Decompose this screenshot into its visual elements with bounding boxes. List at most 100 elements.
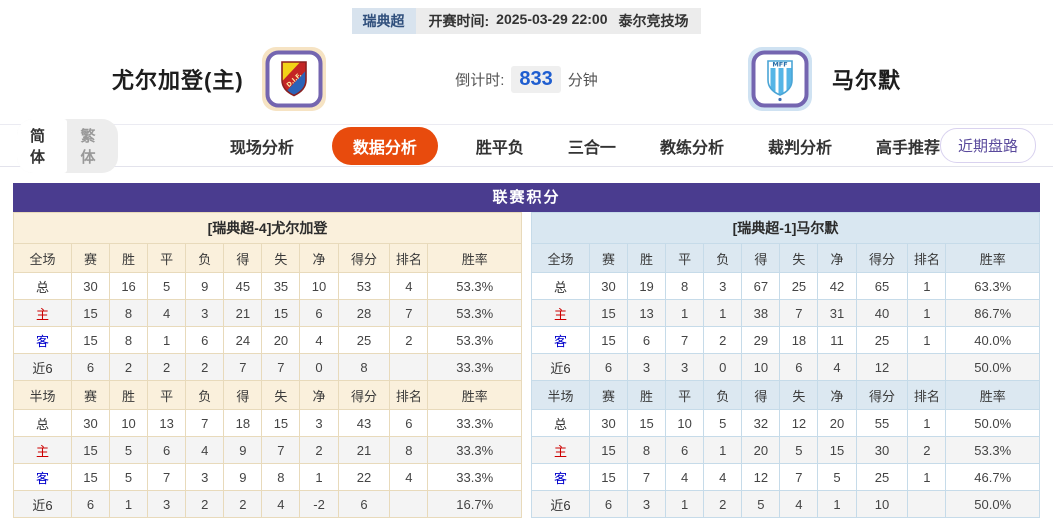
stat-cell: 15 (70, 463, 111, 491)
column-header: 得 (741, 380, 781, 410)
column-header: 得分 (337, 243, 391, 273)
tab-5[interactable]: 教练分析 (659, 139, 724, 157)
stat-cell: 18 (779, 326, 819, 354)
kickoff-label: 开赛时间: (428, 13, 490, 29)
stats-table: 全场赛胜平负得失净得分 排名 胜率总 30 19 8 3 67 25 42 65 1 63.3% 主 15 1… (531, 243, 1040, 518)
league-badge[interactable]: 瑞典超 (351, 8, 416, 34)
column-header: 胜 (108, 243, 149, 273)
stat-cell: 1 (907, 326, 947, 354)
stat-cell: 20 (261, 326, 301, 354)
stat-cell: 1 (907, 272, 947, 300)
stat-cell: 15 (588, 299, 629, 327)
row-label: 总 (13, 409, 72, 437)
tab-4[interactable]: 三合一 (567, 139, 616, 157)
stat-cell: 10 (855, 490, 909, 518)
stat-cell: 2 (703, 326, 743, 354)
column-header: 全场 (531, 243, 590, 273)
stat-cell: 2 (108, 353, 149, 381)
stat-cell: 2 (223, 490, 263, 518)
stat-cell: 8 (665, 272, 705, 300)
table-row: 主 15 5 6 4 9 7 2 21 8 33.3% (13, 436, 522, 464)
stat-cell (389, 490, 429, 518)
stat-cell: 10 (741, 353, 781, 381)
stat-cell: 15 (70, 436, 111, 464)
stat-cell: 6 (779, 353, 819, 381)
column-header: 净 (817, 380, 857, 410)
stat-cell: 15 (261, 409, 301, 437)
half-column-header-row: 半场赛胜平负得失净得分 排名 胜率 (13, 380, 522, 410)
lang-simplified-button[interactable]: 简体 (17, 118, 68, 173)
kickoff-info: 开赛时间: 2025-03-29 22:00 泰尔竞技场 (416, 11, 702, 31)
recent-odds-button[interactable]: 近期盘路 (939, 128, 1036, 163)
stat-cell: 33.3% (427, 353, 522, 381)
row-label: 总 (13, 272, 72, 300)
stat-cell: 6 (299, 299, 339, 327)
language-toggle[interactable]: 简体 繁体 (17, 118, 118, 173)
lang-traditional-button[interactable]: 繁体 (80, 127, 96, 166)
column-header: 排名 (389, 243, 429, 273)
stat-cell: 42 (817, 272, 857, 300)
stat-cell: 35 (261, 272, 301, 300)
stat-cell: 15 (70, 326, 111, 354)
stat-cell: 7 (389, 299, 429, 327)
stat-cell: 6 (389, 409, 429, 437)
away-team: MFF 马尔默 (747, 46, 901, 112)
stat-cell: 43 (337, 409, 391, 437)
column-header: 负 (185, 380, 225, 410)
column-header: 赛 (70, 243, 111, 273)
row-label: 近6 (13, 490, 72, 518)
column-header: 胜 (108, 380, 149, 410)
stat-cell: 2 (703, 490, 743, 518)
stat-cell: 7 (223, 353, 263, 381)
table-row: 总 30 10 13 7 18 15 3 43 6 33.3% (13, 409, 522, 437)
column-header: 半场 (531, 380, 590, 410)
column-header: 得分 (855, 380, 909, 410)
stat-cell: 7 (779, 299, 819, 327)
stat-cell: 1 (703, 436, 743, 464)
stat-cell: 1 (907, 463, 947, 491)
stat-cell: 10 (299, 272, 339, 300)
column-header: 净 (817, 243, 857, 273)
tab-7[interactable]: 高手推荐 (875, 139, 940, 157)
stat-cell: 10 (108, 409, 149, 437)
stat-cell: 1 (907, 409, 947, 437)
stat-cell: 67 (741, 272, 781, 300)
stat-cell: 25 (779, 272, 819, 300)
team-section-title: [瑞典超-1]马尔默 (531, 212, 1040, 243)
tab-1[interactable]: 现场分析 (229, 139, 294, 157)
row-label: 总 (531, 409, 590, 437)
stat-cell: 40 (855, 299, 909, 327)
stat-cell: 25 (855, 326, 909, 354)
column-header: 平 (147, 243, 187, 273)
table-row: 主 15 13 1 1 38 7 31 40 1 86.7% (531, 299, 1040, 327)
away-logo-star (778, 97, 782, 102)
table-row: 主 15 8 6 1 20 5 15 30 2 53.3% (531, 436, 1040, 464)
stat-cell: 15 (70, 299, 111, 327)
column-header: 净 (299, 380, 339, 410)
stat-cell: 10 (665, 409, 705, 437)
stat-cell: 0 (703, 353, 743, 381)
away-logo-text: MFF (772, 61, 787, 69)
stat-cell: 4 (261, 490, 301, 518)
stat-cell: 55 (855, 409, 909, 437)
stat-cell: 31 (817, 299, 857, 327)
stat-cell: 13 (147, 409, 187, 437)
stat-cell: 4 (389, 272, 429, 300)
stat-cell: 16 (108, 272, 149, 300)
tab-2[interactable]: 数据分析 (331, 126, 438, 165)
column-header: 胜率 (427, 380, 522, 410)
column-header: 胜率 (945, 243, 1040, 273)
tab-3[interactable]: 胜平负 (475, 139, 524, 157)
stat-cell: 12 (779, 409, 819, 437)
stat-cell (907, 353, 947, 381)
stat-cell (389, 353, 429, 381)
stat-cell: 6 (147, 436, 187, 464)
column-header: 胜率 (945, 380, 1040, 410)
stat-cell: 30 (855, 436, 909, 464)
kickoff-time: 2025-03-29 22:00 (496, 11, 608, 27)
row-label: 总 (531, 272, 590, 300)
stat-cell: 15 (626, 409, 667, 437)
tab-6[interactable]: 裁判分析 (767, 139, 832, 157)
column-header: 负 (703, 380, 743, 410)
stat-cell: 9 (185, 272, 225, 300)
